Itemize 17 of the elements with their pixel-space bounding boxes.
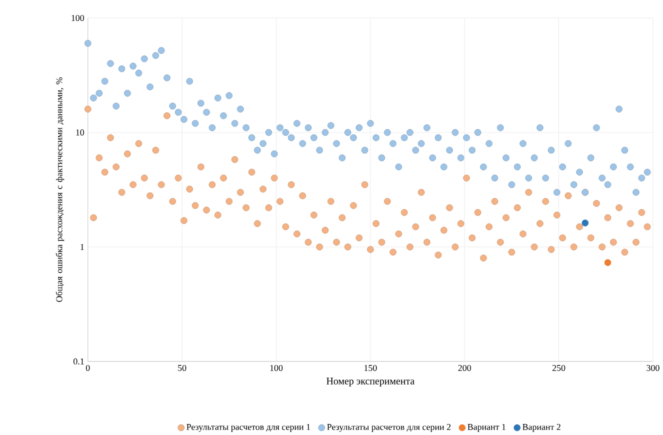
y-axis-title: Общая ошибка расхождения с фактическими данными, % [56,77,64,302]
y-tick-label: 1 [80,244,84,250]
legend-label: Вариант 2 [522,424,560,432]
x-axis-title: Номер эксперимента [326,378,414,386]
y-tick-label: 10 [76,129,84,136]
y-tick-label: 100 [72,14,84,21]
y-tick-label: 0.1 [74,358,84,364]
x-tick-label: 200 [458,364,471,371]
x-tick-label: 150 [364,364,377,371]
x-tick-label: 100 [270,364,283,371]
legend-label: Результаты расчетов для серии 2 [327,424,451,432]
x-tick-label: 250 [552,364,566,371]
x-tick-label: 50 [178,364,186,371]
x-tick-label: 0 [86,364,90,371]
legend-label: Вариант 1 [468,424,506,432]
legend-label: Результаты расчетов для серии 1 [186,424,310,432]
x-tick-label: 300 [646,364,660,371]
